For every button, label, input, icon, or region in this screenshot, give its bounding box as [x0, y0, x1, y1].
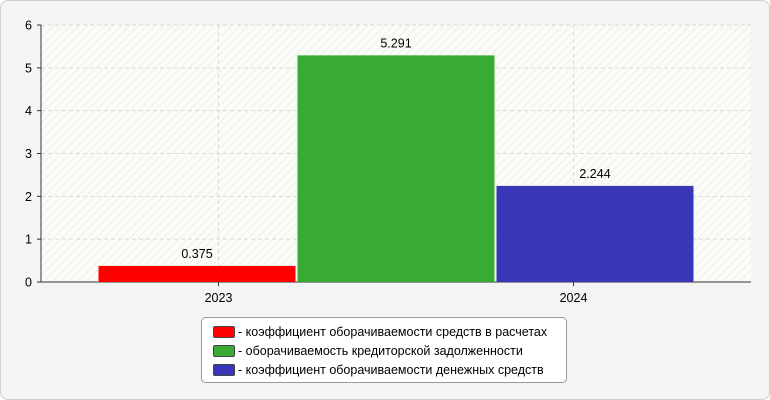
legend-label: - коэффициент оборачиваемости денежных с… — [238, 362, 544, 377]
x-tick-label: 2023 — [205, 291, 233, 305]
y-tick-label: 2 — [25, 190, 32, 204]
y-tick-label: 3 — [25, 147, 32, 161]
bar — [297, 55, 495, 282]
legend-item: - оборачиваемость кредиторской задолженн… — [213, 341, 566, 360]
y-tick-label: 5 — [25, 61, 32, 75]
legend-swatch — [213, 363, 235, 376]
y-tick-label: 0 — [25, 276, 32, 290]
bar-chart: 0 1 2 3 4 5 6 2023 2024 0.375 5.291 2.244 — [25, 19, 751, 305]
legend-item: - коэффициент оборачиваемости денежных с… — [213, 360, 566, 379]
legend-swatch — [213, 344, 235, 357]
bar — [496, 185, 694, 282]
legend-label: - коэффициент оборачиваемости средств в … — [238, 324, 548, 339]
bar — [98, 265, 296, 282]
bar-value-label: 0.375 — [181, 247, 212, 261]
chart-legend: - коэффициент оборачиваемости средств в … — [201, 317, 567, 383]
x-tick-label: 2024 — [560, 291, 588, 305]
bar-value-label: 2.244 — [579, 167, 610, 181]
y-tick-label: 6 — [25, 19, 32, 33]
legend-swatch — [213, 325, 235, 338]
bar-value-label: 5.291 — [380, 36, 411, 50]
y-tick-label: 4 — [25, 104, 32, 118]
legend-label: - оборачиваемость кредиторской задолженн… — [238, 343, 523, 358]
legend-item: - коэффициент оборачиваемости средств в … — [213, 322, 566, 341]
y-tick-label: 1 — [25, 233, 32, 247]
